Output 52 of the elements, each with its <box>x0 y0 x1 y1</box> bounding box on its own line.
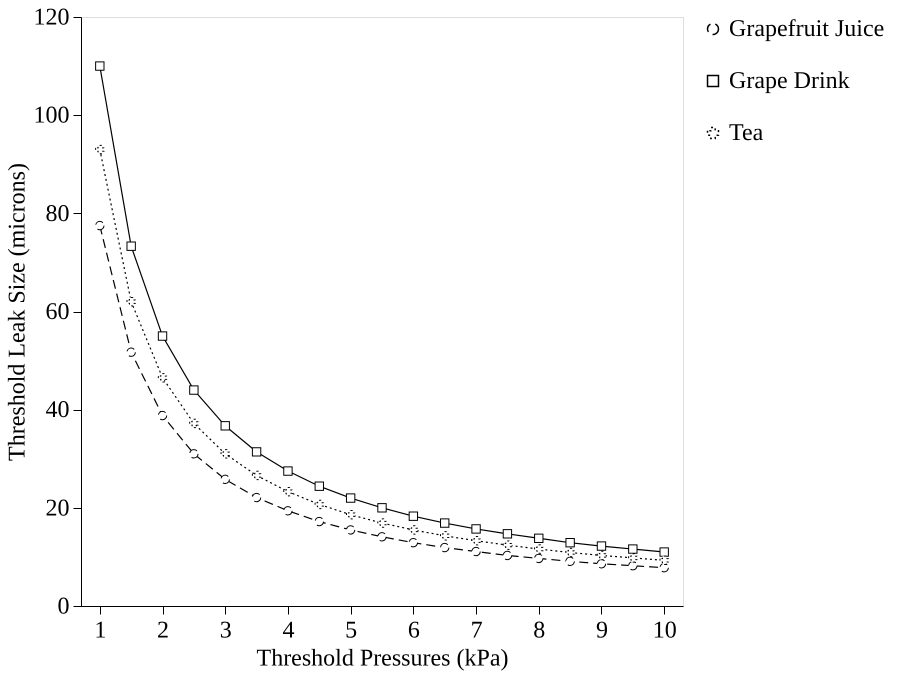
point <box>565 538 575 548</box>
y-tick-label: 40 <box>46 397 70 424</box>
legend-label: Grape Drink <box>729 68 850 94</box>
point <box>471 524 481 534</box>
point <box>377 503 387 513</box>
legend-label: Grapefruit Juice <box>729 16 884 42</box>
point <box>126 348 136 357</box>
x-tick-label: 8 <box>533 618 546 644</box>
x-tick-label: 10 <box>652 618 677 644</box>
point <box>126 242 136 251</box>
point <box>502 529 512 539</box>
point <box>660 547 669 557</box>
y-tick-label: 100 <box>34 102 70 129</box>
point <box>252 447 262 457</box>
y-tick-label: 20 <box>46 495 70 522</box>
x-tick-label: 5 <box>345 618 358 644</box>
point <box>95 61 104 71</box>
point <box>408 511 418 521</box>
y-tick-label: 120 <box>34 4 70 30</box>
x-tick-label: 1 <box>94 618 106 644</box>
point <box>534 554 544 564</box>
x-tick-label: 9 <box>596 618 608 644</box>
point <box>565 556 575 566</box>
point <box>534 534 544 543</box>
x-tick-label: 4 <box>282 618 294 644</box>
point <box>440 518 450 528</box>
x-tick-label: 7 <box>470 618 483 644</box>
point <box>252 492 262 502</box>
y-axis-title: Threshold Leak Size (microns) <box>4 163 30 461</box>
point <box>440 542 450 552</box>
point <box>314 516 324 526</box>
y-tick-label: 80 <box>46 200 70 227</box>
point <box>471 546 481 556</box>
x-tick-label: 2 <box>157 618 170 644</box>
point <box>346 493 356 503</box>
point <box>628 553 638 563</box>
point <box>628 544 638 554</box>
x-axis-title: Threshold Pressures (kPa) <box>256 646 508 672</box>
point <box>158 410 168 420</box>
point <box>220 421 230 431</box>
point <box>408 538 418 548</box>
point <box>596 541 606 551</box>
x-tick-label: 6 <box>408 618 420 644</box>
y-tick-label: 60 <box>46 299 70 325</box>
point <box>346 525 356 535</box>
point <box>314 482 324 491</box>
point <box>158 331 168 341</box>
y-tick-label: 0 <box>58 594 70 620</box>
point <box>283 466 293 476</box>
point <box>189 385 199 395</box>
legend-label: Tea <box>729 120 764 146</box>
x-tick-label: 3 <box>220 618 232 644</box>
